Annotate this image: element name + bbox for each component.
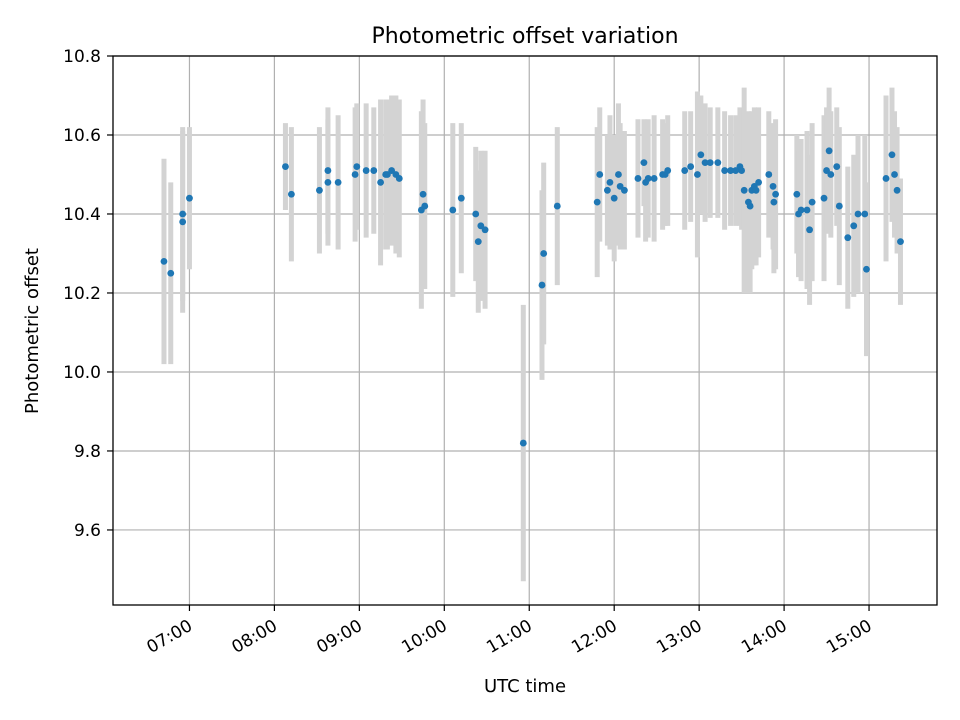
data-point bbox=[288, 191, 295, 198]
data-point bbox=[353, 163, 360, 170]
data-point bbox=[707, 159, 714, 166]
chart: 07:00 08:00 09:00 10:00 11:00 12:00 13:00 14:00… bbox=[0, 0, 960, 720]
data-point bbox=[806, 226, 813, 233]
data-point bbox=[798, 207, 805, 214]
data-point bbox=[770, 199, 777, 206]
data-point bbox=[377, 179, 384, 186]
data-point bbox=[821, 195, 828, 202]
data-point bbox=[850, 222, 857, 229]
data-point bbox=[765, 171, 772, 178]
data-point bbox=[836, 203, 843, 210]
data-point bbox=[635, 175, 642, 182]
data-point bbox=[833, 163, 840, 170]
data-point bbox=[804, 207, 811, 214]
data-point bbox=[615, 171, 622, 178]
data-point bbox=[167, 270, 174, 277]
x-tick-label: 12:00 bbox=[568, 616, 620, 658]
data-point bbox=[325, 167, 332, 174]
data-point bbox=[770, 183, 777, 190]
data-point bbox=[889, 151, 896, 158]
data-point bbox=[694, 171, 701, 178]
data-point bbox=[645, 175, 652, 182]
data-point bbox=[475, 238, 482, 245]
y-tick-label: 10.2 bbox=[63, 284, 101, 304]
data-point bbox=[325, 179, 332, 186]
y-tick-label: 10.0 bbox=[63, 363, 101, 383]
data-point bbox=[721, 167, 728, 174]
data-point bbox=[520, 440, 527, 447]
data-point bbox=[681, 167, 688, 174]
data-point bbox=[772, 191, 779, 198]
x-tick-label: 13:00 bbox=[653, 616, 705, 658]
data-point bbox=[891, 171, 898, 178]
data-point bbox=[539, 282, 546, 289]
data-point bbox=[861, 211, 868, 218]
x-tick-label: 07:00 bbox=[144, 616, 196, 658]
y-tick-label: 10.6 bbox=[63, 126, 101, 146]
data-point bbox=[664, 167, 671, 174]
data-point bbox=[621, 187, 628, 194]
data-point bbox=[687, 163, 694, 170]
x-tick-label: 09:00 bbox=[313, 616, 365, 658]
data-point bbox=[370, 167, 377, 174]
data-point bbox=[855, 211, 862, 218]
x-tick-label: 11:00 bbox=[483, 616, 535, 658]
x-tick-label: 08:00 bbox=[228, 616, 280, 658]
data-point bbox=[611, 195, 618, 202]
data-point bbox=[809, 199, 816, 206]
data-point bbox=[607, 179, 614, 186]
data-point bbox=[753, 187, 760, 194]
data-point bbox=[827, 171, 834, 178]
data-point bbox=[335, 179, 342, 186]
data-point bbox=[540, 250, 547, 257]
data-point bbox=[363, 167, 370, 174]
chart-title: Photometric offset variation bbox=[371, 24, 678, 49]
data-point bbox=[793, 191, 800, 198]
data-point bbox=[826, 147, 833, 154]
data-point bbox=[738, 167, 745, 174]
data-point bbox=[161, 258, 168, 265]
data-point bbox=[421, 203, 428, 210]
data-point bbox=[594, 199, 601, 206]
y-tick-label: 10.8 bbox=[63, 47, 101, 67]
data-point bbox=[755, 179, 762, 186]
data-point bbox=[863, 266, 870, 273]
data-point bbox=[741, 187, 748, 194]
y-tick-label: 10.4 bbox=[63, 205, 101, 225]
data-point bbox=[697, 151, 704, 158]
x-tick-label: 15:00 bbox=[823, 616, 875, 658]
x-axis-label: UTC time bbox=[484, 676, 566, 697]
y-tick-label: 9.8 bbox=[74, 442, 101, 462]
data-point bbox=[396, 175, 403, 182]
x-tick-label: 10:00 bbox=[398, 616, 450, 658]
data-point bbox=[651, 175, 658, 182]
data-point bbox=[316, 187, 323, 194]
data-point bbox=[554, 203, 561, 210]
data-point bbox=[186, 195, 193, 202]
data-points bbox=[161, 147, 904, 446]
data-point bbox=[897, 238, 904, 245]
data-point bbox=[604, 187, 611, 194]
data-point bbox=[747, 203, 754, 210]
data-point bbox=[179, 211, 186, 218]
y-axis-label: Photometric offset bbox=[22, 248, 43, 414]
data-point bbox=[844, 234, 851, 241]
data-point bbox=[458, 195, 465, 202]
data-point bbox=[449, 207, 456, 214]
data-point bbox=[482, 226, 489, 233]
data-point bbox=[282, 163, 289, 170]
data-point bbox=[641, 159, 648, 166]
data-point bbox=[596, 171, 603, 178]
data-point bbox=[894, 187, 901, 194]
y-tick-label: 9.6 bbox=[74, 521, 101, 541]
data-point bbox=[352, 171, 359, 178]
x-tick-label: 14:00 bbox=[738, 616, 790, 658]
data-point bbox=[179, 218, 186, 225]
data-point bbox=[883, 175, 890, 182]
data-point bbox=[714, 159, 721, 166]
data-point bbox=[420, 191, 427, 198]
data-point bbox=[472, 211, 479, 218]
